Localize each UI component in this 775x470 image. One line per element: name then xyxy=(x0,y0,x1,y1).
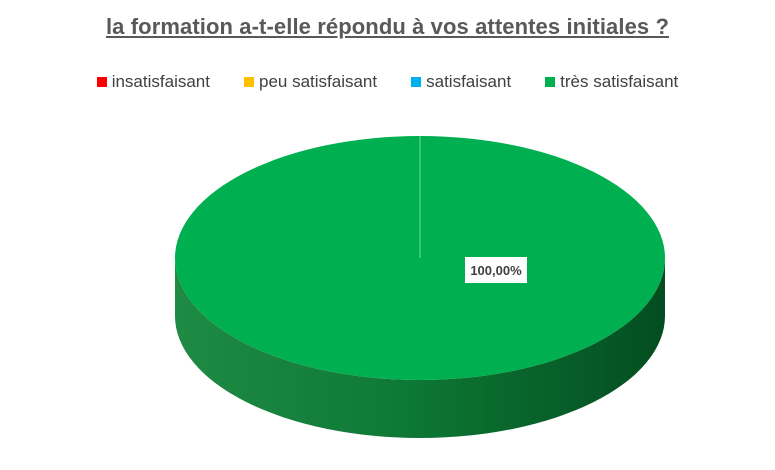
legend-item-tres-satisfaisant: très satisfaisant xyxy=(545,72,678,92)
data-labels: 100,00% xyxy=(465,257,527,283)
legend-swatch-insatisfaisant xyxy=(96,77,107,87)
legend-item-peu-satisfaisant: peu satisfaisant xyxy=(243,72,378,92)
data-label-tres-satisfaisant: 100,00% xyxy=(470,263,522,278)
legend-swatch-tres-satisfaisant xyxy=(545,77,556,87)
legend-label-insatisfaisant: insatisfaisant xyxy=(111,72,210,91)
legend-item-insatisfaisant: insatisfaisant xyxy=(96,72,210,92)
chart-title: la formation a-t-elle répondu à vos atte… xyxy=(105,14,670,39)
legend-label-tres-satisfaisant: très satisfaisant xyxy=(560,72,679,91)
legend-swatch-satisfaisant xyxy=(411,77,422,87)
chart-legend: insatisfaisant peu satisfaisant satisfai… xyxy=(0,72,775,92)
data-label-box xyxy=(465,257,527,283)
legend-swatch-peu-satisfaisant xyxy=(243,77,254,87)
legend-label-peu-satisfaisant: peu satisfaisant xyxy=(258,72,378,91)
legend-label-satisfaisant: satisfaisant xyxy=(426,72,512,91)
pie-slices xyxy=(175,136,665,438)
pie-side-wall xyxy=(175,258,665,438)
legend-item-satisfaisant: satisfaisant xyxy=(411,72,511,92)
